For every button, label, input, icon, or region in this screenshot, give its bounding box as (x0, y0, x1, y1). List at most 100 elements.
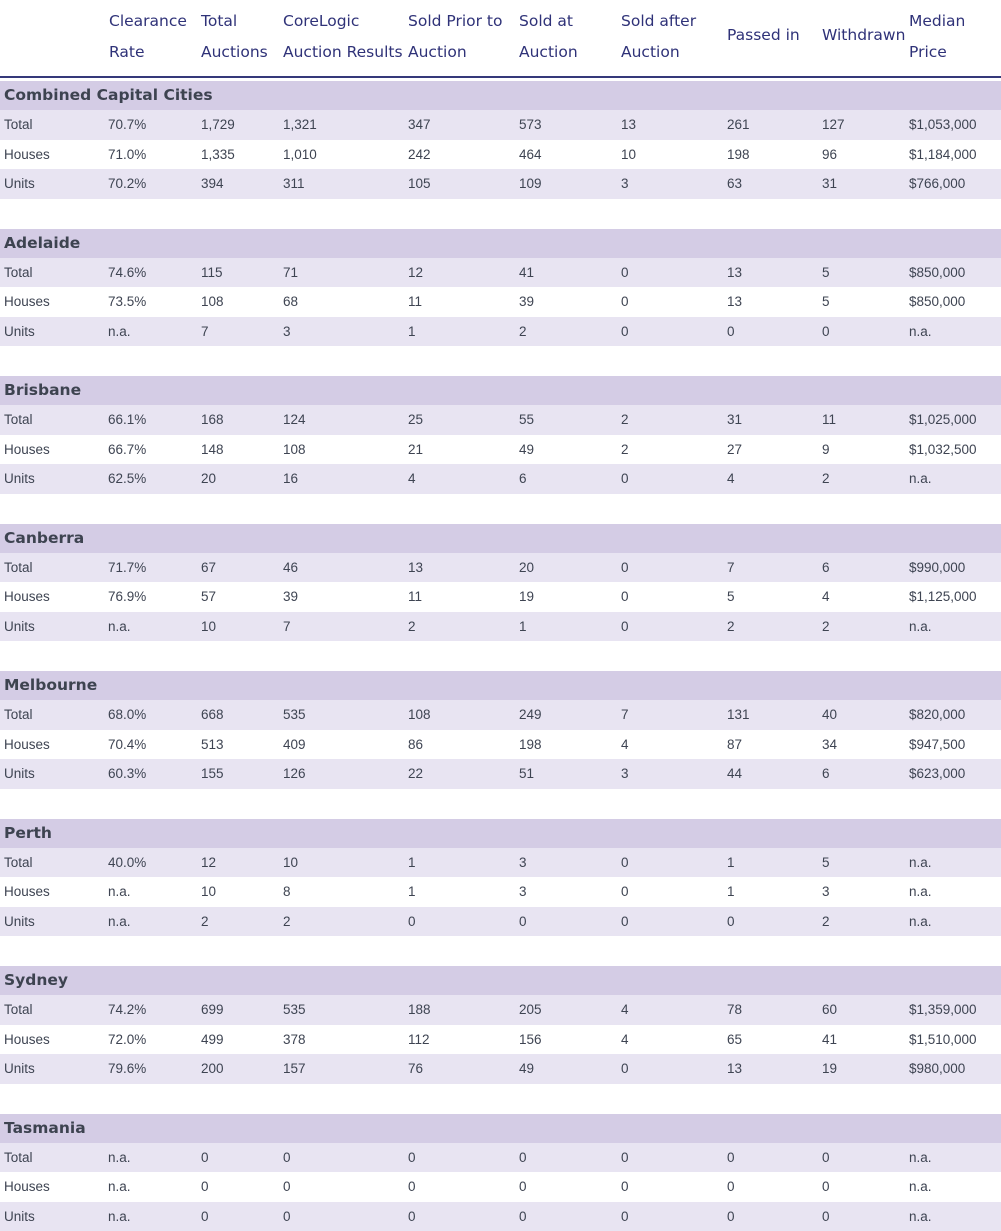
row-label: Units (4, 176, 35, 191)
cell-passed: 13 (727, 1061, 742, 1076)
cell-median: $947,500 (909, 737, 965, 752)
column-header-line: Sold at (519, 6, 578, 37)
column-header-line: Sold after (621, 6, 696, 37)
cell-clearance: n.a. (108, 1150, 131, 1165)
cell-total: 7 (201, 324, 209, 339)
section-title-row: Sydney (0, 966, 1001, 995)
cell-passed: 13 (727, 265, 742, 280)
cell-clearance: 70.4% (108, 737, 146, 752)
row-label: Houses (4, 147, 50, 162)
column-header-line: CoreLogic (283, 6, 403, 37)
cell-passed: 13 (727, 294, 742, 309)
cell-passed: 0 (727, 914, 735, 929)
cell-passed: 87 (727, 737, 742, 752)
cell-total: 499 (201, 1032, 224, 1047)
cell-at: 464 (519, 147, 542, 162)
cell-after: 2 (621, 442, 629, 457)
cell-passed: 44 (727, 766, 742, 781)
cell-at: 0 (519, 914, 527, 929)
cell-withdrawn: 5 (822, 294, 830, 309)
cell-after: 7 (621, 707, 629, 722)
cell-withdrawn: 127 (822, 117, 845, 132)
cell-withdrawn: 0 (822, 1209, 830, 1224)
cell-clearance: 66.7% (108, 442, 146, 457)
cell-median: n.a. (909, 619, 932, 634)
cell-after: 3 (621, 766, 629, 781)
section-spacer (0, 641, 1001, 671)
row-label: Total (4, 1150, 33, 1165)
row-label: Total (4, 560, 33, 575)
column-header-line: Total (201, 6, 268, 37)
cell-clearance: n.a. (108, 1209, 131, 1224)
cell-corelogic: 16 (283, 471, 298, 486)
column-header-line: Auctions (201, 37, 268, 68)
cell-after: 10 (621, 147, 636, 162)
cell-after: 0 (621, 855, 629, 870)
cell-total: 699 (201, 1002, 224, 1017)
section-spacer (0, 936, 1001, 966)
section-title: Brisbane (4, 381, 81, 399)
cell-after: 0 (621, 884, 629, 899)
cell-clearance: 79.6% (108, 1061, 146, 1076)
cell-clearance: 74.6% (108, 265, 146, 280)
cell-after: 13 (621, 117, 636, 132)
cell-median: $850,000 (909, 294, 965, 309)
column-header-line: Clearance (109, 6, 187, 37)
cell-prior: 11 (408, 589, 422, 604)
section-title-row: Adelaide (0, 229, 1001, 258)
cell-withdrawn: 19 (822, 1061, 837, 1076)
cell-clearance: 62.5% (108, 471, 146, 486)
cell-prior: 242 (408, 147, 431, 162)
row-label: Total (4, 265, 33, 280)
cell-prior: 22 (408, 766, 423, 781)
cell-corelogic: 157 (283, 1061, 306, 1076)
section-title-row: Perth (0, 819, 1001, 848)
cell-at: 6 (519, 471, 527, 486)
section-spacer (0, 789, 1001, 819)
cell-at: 0 (519, 1179, 527, 1194)
cell-clearance: n.a. (108, 324, 131, 339)
cell-clearance: 72.0% (108, 1032, 146, 1047)
cell-prior: 347 (408, 117, 431, 132)
cell-after: 0 (621, 1150, 629, 1165)
cell-total: 168 (201, 412, 224, 427)
cell-withdrawn: 5 (822, 855, 830, 870)
cell-prior: 108 (408, 707, 431, 722)
cell-after: 0 (621, 914, 629, 929)
cell-at: 49 (519, 1061, 534, 1076)
cell-prior: 0 (408, 914, 416, 929)
cell-prior: 76 (408, 1061, 423, 1076)
cell-prior: 105 (408, 176, 431, 191)
cell-corelogic: 3 (283, 324, 291, 339)
cell-median: $990,000 (909, 560, 965, 575)
cell-passed: 27 (727, 442, 742, 457)
cell-median: $980,000 (909, 1061, 965, 1076)
row-label: Units (4, 619, 35, 634)
cell-after: 0 (621, 324, 629, 339)
cell-prior: 21 (408, 442, 423, 457)
row-label: Units (4, 471, 35, 486)
section-spacer (0, 1084, 1001, 1114)
cell-corelogic: 2 (283, 914, 291, 929)
cell-passed: 65 (727, 1032, 742, 1047)
column-header-passed: Passed in (727, 20, 800, 51)
cell-corelogic: 535 (283, 707, 306, 722)
cell-median: $1,025,000 (909, 412, 977, 427)
